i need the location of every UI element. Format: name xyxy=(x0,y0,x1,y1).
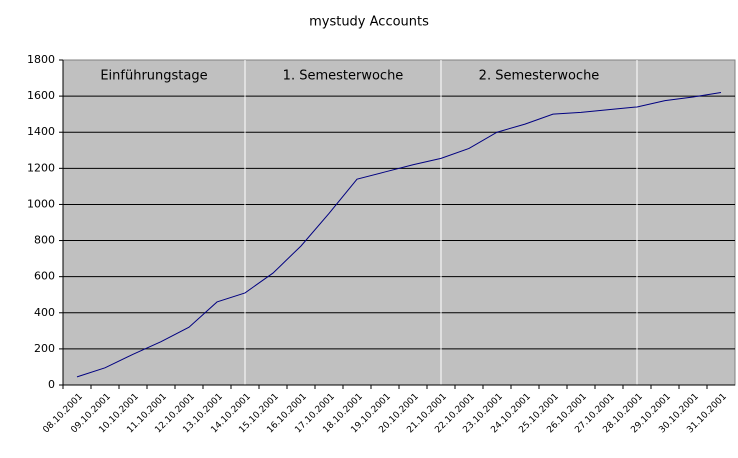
data-line xyxy=(76,92,722,378)
y-tick-label: 1600 xyxy=(27,89,55,102)
annotation: 2. Semesterwoche xyxy=(479,69,600,84)
annotation: 1. Semesterwoche xyxy=(283,69,404,84)
y-tick-label: 400 xyxy=(34,306,55,319)
y-tick-label: 200 xyxy=(34,342,55,355)
y-tick-label: 800 xyxy=(34,234,55,247)
annotation: Einführungstage xyxy=(100,69,207,84)
y-tick-label: 0 xyxy=(48,378,55,391)
y-tick-label: 600 xyxy=(34,270,55,283)
plot-area xyxy=(62,59,736,386)
y-tick-label: 1200 xyxy=(27,161,55,174)
chart-title: mystudy Accounts xyxy=(309,15,429,30)
y-tick-label: 1800 xyxy=(27,53,55,66)
y-tick-label: 1000 xyxy=(27,197,55,210)
y-tick-label: 1400 xyxy=(27,125,55,138)
